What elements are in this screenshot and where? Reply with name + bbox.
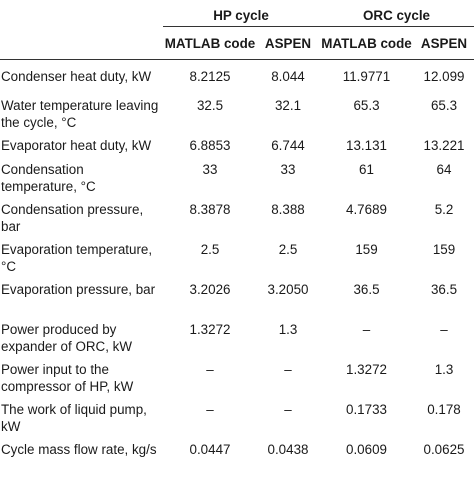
hp-aspen-value: 8.044: [271, 69, 305, 84]
hp-matlab-value: 3.2026: [189, 282, 231, 297]
table-row: Water temperature leaving the cycle, °C …: [0, 94, 474, 134]
hp-aspen-value: –: [284, 362, 292, 377]
orc-matlab-value: 36.5: [353, 282, 380, 297]
orc-aspen-value: 36.5: [430, 282, 458, 297]
orc-aspen-value: 13.221: [423, 138, 465, 153]
table-row: Condenser heat duty, kW 8.2125 8.044 11.…: [0, 60, 474, 95]
row-label: Evaporation temperature, °C: [1, 242, 153, 274]
table-row: Cycle mass flow rate, kg/s 0.0447 0.0438…: [0, 438, 474, 478]
orc-aspen-value: 65.3: [430, 98, 458, 113]
hp-matlab-value: 0.0447: [189, 442, 231, 457]
row-label: Water temperature leaving the cycle, °C: [1, 98, 159, 130]
hp-matlab-value: –: [206, 362, 214, 377]
hp-aspen-header: ASPEN: [257, 26, 319, 60]
orc-aspen-value: –: [440, 322, 448, 337]
orc-matlab-value: 159: [355, 242, 378, 257]
sub-header-row: MATLAB code ASPEN MATLAB code ASPEN: [0, 26, 474, 60]
orc-matlab-value: 4.7689: [346, 202, 387, 217]
orc-matlab-header: MATLAB code: [319, 26, 414, 60]
table-row: Power input to the compressor of HP, kW …: [0, 358, 474, 398]
table-row: Evaporation pressure, bar 3.2026 3.2050 …: [0, 278, 474, 318]
orc-aspen-header: ASPEN: [414, 26, 474, 60]
hp-aspen-value: 8.388: [271, 202, 305, 217]
hp-matlab-header: MATLAB code: [163, 26, 257, 60]
hp-aspen-value: 0.0438: [267, 442, 309, 457]
table-row: The work of liquid pump, kW – – 0.1733 0…: [0, 398, 474, 438]
orc-matlab-value: 65.3: [353, 98, 380, 113]
row-label: Cycle mass flow rate, kg/s: [1, 442, 157, 457]
hp-matlab-value: 33: [202, 162, 218, 177]
group-header-row: HP cycle ORC cycle: [0, 0, 474, 27]
table-row: Power produced by expander of ORC, kW 1.…: [0, 318, 474, 358]
hp-cycle-header: HP cycle: [163, 0, 319, 27]
table-row: Condensation temperature, °C 33 33 61 64: [0, 158, 474, 198]
orc-aspen-value: 12.099: [423, 69, 465, 84]
row-label: Condensation pressure, bar: [1, 202, 144, 234]
row-label: Evaporation pressure, bar: [1, 282, 156, 297]
hp-aspen-value: 3.2050: [267, 282, 309, 297]
orc-matlab-value: 13.131: [346, 138, 387, 153]
orc-matlab-value: 0.0609: [346, 442, 387, 457]
header-corner: [0, 0, 163, 27]
hp-matlab-value: 8.2125: [189, 69, 231, 84]
row-label: Evaporator heat duty, kW: [1, 138, 152, 153]
hp-aspen-value: 32.1: [274, 98, 302, 113]
hp-matlab-value: 2.5: [200, 242, 220, 257]
row-label: Condensation temperature, °C: [1, 162, 96, 194]
hp-aspen-value: –: [284, 402, 292, 417]
row-label: Condenser heat duty, kW: [1, 69, 152, 84]
row-label: Power produced by expander of ORC, kW: [1, 322, 132, 354]
header-label-column: [0, 26, 163, 60]
hp-matlab-value: 6.8853: [189, 138, 231, 153]
row-label: The work of liquid pump, kW: [1, 402, 147, 434]
orc-matlab-value: 0.1733: [346, 402, 387, 417]
orc-aspen-value: 1.3: [434, 362, 454, 377]
orc-aspen-value: 0.178: [427, 402, 461, 417]
orc-matlab-value: –: [362, 322, 371, 337]
hp-matlab-value: 1.3272: [189, 322, 231, 337]
orc-matlab-value: 11.9771: [342, 69, 391, 84]
hp-aspen-value: 33: [280, 162, 296, 177]
hp-matlab-value: –: [206, 402, 214, 417]
orc-aspen-value: 159: [432, 242, 456, 257]
orc-cycle-header: ORC cycle: [319, 0, 474, 27]
row-label: Power input to the compressor of HP, kW: [1, 362, 134, 394]
hp-matlab-value: 32.5: [196, 98, 224, 113]
hp-aspen-value: 6.744: [271, 138, 305, 153]
orc-aspen-value: 0.0625: [423, 442, 465, 457]
table-row: Evaporation temperature, °C 2.5 2.5 159 …: [0, 238, 474, 278]
table-row: Condensation pressure, bar 8.3878 8.388 …: [0, 198, 474, 238]
hp-aspen-value: 2.5: [278, 242, 298, 257]
orc-aspen-value: 64: [436, 162, 452, 177]
orc-aspen-value: 5.2: [434, 202, 454, 217]
table-row: Evaporator heat duty, kW 6.8853 6.744 13…: [0, 134, 474, 158]
orc-matlab-value: 1.3272: [346, 362, 387, 377]
hp-matlab-value: 8.3878: [189, 202, 231, 217]
orc-matlab-value: 61: [359, 162, 374, 177]
hp-aspen-value: 1.3: [278, 322, 298, 337]
